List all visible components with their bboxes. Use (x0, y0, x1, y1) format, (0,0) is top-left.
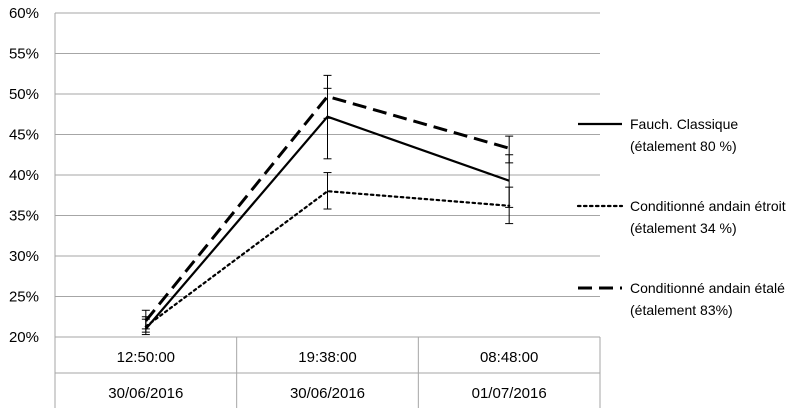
legend-label-1: Fauch. Classique (630, 116, 738, 132)
y-tick-label: 60% (9, 5, 39, 22)
x-tick-label: 12:50:00 (117, 349, 175, 366)
legend: Fauch. Classique (étalement 80 %) Conditio… (576, 116, 786, 318)
legend-sublabel-2: (étalement 34 %) (630, 220, 737, 236)
x-tick-label: 08:48:00 (480, 349, 538, 366)
y-tick-label: 55% (9, 46, 39, 63)
y-tick-label: 50% (9, 86, 39, 103)
series-line-2 (144, 190, 511, 328)
error-bars (141, 74, 514, 336)
legend-sublabel-3: (étalement 83%) (630, 302, 733, 318)
legend-label-2: Conditionné andain étroit (630, 198, 786, 214)
series-lines (144, 94, 511, 330)
y-tick-label: 25% (9, 289, 39, 306)
y-tick-label: 35% (9, 208, 39, 225)
y-tick-label: 30% (9, 248, 39, 265)
y-tick-label: 40% (9, 167, 39, 184)
x-tick-label-date: 30/06/2016 (108, 385, 183, 402)
x-axis: 12:50:00 30/06/2016 19:38:00 30/06/2016 08:4… (54, 336, 601, 408)
legend-sublabel-1: (étalement 80 %) (630, 138, 737, 154)
series-line-3 (144, 94, 510, 322)
x-tick-label: 19:38:00 (298, 349, 356, 366)
series-line-1 (144, 115, 510, 330)
legend-label-3: Conditionné andain étalé (630, 280, 785, 296)
y-tick-label: 20% (9, 329, 39, 346)
x-tick-label-date: 01/07/2016 (472, 385, 547, 402)
y-axis: 20% 25% 30% 35% 40% 45% 50% 55% 60% (9, 5, 56, 346)
y-tick-label: 45% (9, 127, 39, 144)
x-tick-label-date: 30/06/2016 (290, 385, 365, 402)
